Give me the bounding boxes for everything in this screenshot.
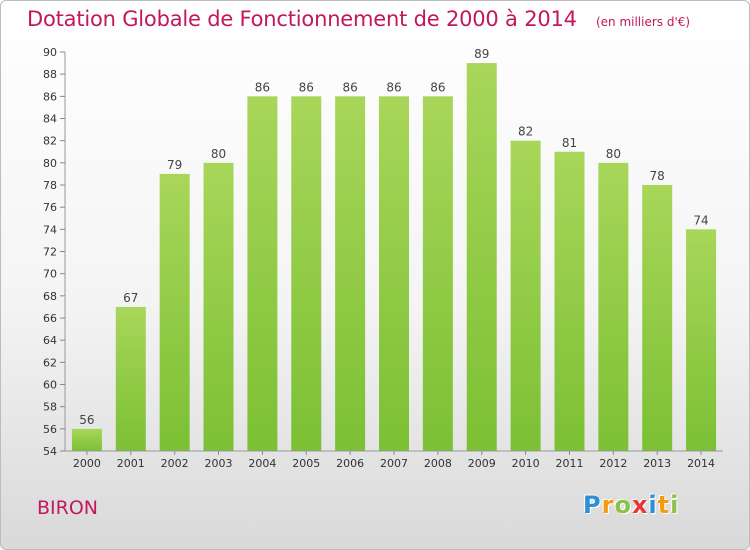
chart-subtitle: (en milliers d'€) bbox=[595, 15, 691, 29]
x-tick-label: 2009 bbox=[468, 457, 496, 470]
bar-2008 bbox=[422, 96, 453, 451]
axes-layer: 2000 2001 2002 2003 2004 2005 2006 2007 2008 2009… bbox=[43, 46, 723, 470]
y-tick-label: 58 bbox=[43, 401, 57, 414]
y-tick-label: 86 bbox=[43, 90, 57, 103]
bar-2013 bbox=[642, 185, 673, 451]
y-tick-label: 66 bbox=[43, 312, 57, 325]
bar-2009 bbox=[466, 63, 497, 451]
x-tick-label: 2003 bbox=[205, 457, 233, 470]
y-tick-label: 82 bbox=[43, 135, 57, 148]
bar-2007 bbox=[379, 96, 409, 451]
x-tick-label: 2012 bbox=[599, 457, 627, 470]
commune-name: BIRON bbox=[37, 497, 99, 519]
x-tick-label: 2007 bbox=[380, 457, 408, 470]
logo-letter: P bbox=[583, 491, 602, 519]
x-tick-label: 2008 bbox=[424, 457, 452, 470]
value-label: 74 bbox=[693, 213, 708, 227]
value-label: 86 bbox=[386, 80, 401, 94]
y-tick-label: 62 bbox=[43, 356, 57, 369]
y-tick-label: 90 bbox=[43, 46, 57, 59]
bar-2006 bbox=[335, 96, 366, 451]
x-tick-label: 2006 bbox=[336, 457, 364, 470]
y-tick-label: 60 bbox=[43, 379, 57, 392]
y-tick-label: 68 bbox=[43, 290, 57, 303]
chart-title: Dotation Globale de Fonctionnement de 20… bbox=[27, 7, 577, 31]
x-tick-label: 2011 bbox=[555, 457, 583, 470]
y-tick-label: 74 bbox=[43, 223, 57, 236]
x-tick-label: 2013 bbox=[643, 457, 671, 470]
bar-2014 bbox=[686, 229, 717, 451]
x-tick-label: 2002 bbox=[161, 457, 189, 470]
x-tick-label: 2010 bbox=[512, 457, 540, 470]
y-tick-label: 64 bbox=[43, 334, 57, 347]
value-label: 82 bbox=[518, 125, 533, 139]
y-tick-label: 70 bbox=[43, 268, 57, 281]
value-label: 67 bbox=[123, 291, 138, 305]
logo-letter: t bbox=[657, 491, 671, 519]
y-tick-label: 80 bbox=[43, 157, 57, 170]
value-label: 56 bbox=[79, 413, 94, 427]
bar-2010 bbox=[510, 140, 541, 451]
bar-2004 bbox=[247, 96, 278, 451]
value-label: 86 bbox=[342, 80, 357, 94]
logo-letter: i bbox=[648, 491, 658, 519]
bars-layer: 56 67 79 80 86 86 86 86 86 89 82 81 80 78 74 bbox=[71, 47, 717, 452]
value-label: 81 bbox=[562, 136, 577, 150]
value-label: 86 bbox=[255, 80, 270, 94]
value-label: 89 bbox=[474, 47, 489, 61]
y-tick-label: 84 bbox=[43, 113, 57, 126]
bar-2001 bbox=[115, 306, 146, 451]
logo-letter: x bbox=[631, 491, 649, 519]
x-tick-label: 2014 bbox=[687, 457, 715, 470]
logo-letter: r bbox=[601, 491, 615, 519]
bar-2011 bbox=[554, 151, 585, 451]
bar-2000 bbox=[71, 428, 102, 451]
y-tick-label: 54 bbox=[43, 445, 57, 458]
bar-2005 bbox=[291, 96, 322, 451]
title-row: Dotation Globale de Fonctionnement de 20… bbox=[27, 7, 690, 31]
y-tick-label: 88 bbox=[43, 68, 57, 81]
y-tick-label: 56 bbox=[43, 423, 57, 436]
y-tick-label: 78 bbox=[43, 179, 57, 192]
x-tick-label: 2001 bbox=[117, 457, 145, 470]
logo-letter: i bbox=[670, 491, 680, 519]
x-tick-label: 2000 bbox=[73, 457, 101, 470]
bar-2003 bbox=[203, 162, 234, 452]
logo-letter: o bbox=[614, 491, 632, 519]
proxiti-logo[interactable]: Proxiti bbox=[583, 491, 679, 519]
value-label: 80 bbox=[211, 147, 226, 161]
value-label: 86 bbox=[430, 80, 445, 94]
value-label: 79 bbox=[167, 158, 182, 172]
bar-2012 bbox=[598, 162, 629, 452]
value-label: 80 bbox=[606, 147, 621, 161]
y-tick-label: 72 bbox=[43, 246, 57, 259]
value-label: 86 bbox=[299, 80, 314, 94]
y-tick-label: 76 bbox=[43, 201, 57, 214]
x-tick-label: 2004 bbox=[248, 457, 276, 470]
value-label: 78 bbox=[650, 169, 665, 183]
x-tick-label: 2005 bbox=[292, 457, 320, 470]
bar-2002 bbox=[159, 173, 190, 451]
